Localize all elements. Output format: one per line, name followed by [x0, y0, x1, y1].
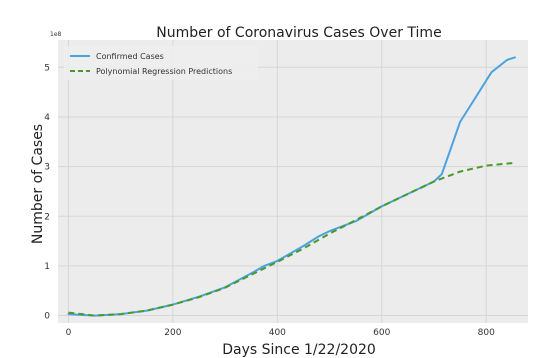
- y-tick-label: 2: [44, 212, 50, 222]
- y-tick-label: 1: [44, 262, 50, 272]
- y-axis-title: Number of Cases: [30, 124, 46, 244]
- axes: 0 200 400 600 800 0 1 2 3 4 5: [44, 63, 495, 338]
- x-axis-title: Days Since 1/22/2020: [222, 342, 376, 358]
- y-tick-label: 4: [44, 113, 50, 123]
- x-tick-label: 800: [478, 328, 495, 338]
- plot-background: [58, 40, 528, 323]
- x-tick-label: 0: [66, 328, 72, 338]
- series-line-regression-predictions: [68, 162, 513, 317]
- series-lines: [67, 56, 516, 317]
- y-tick-label: 5: [44, 63, 50, 73]
- legend-box: [64, 46, 258, 80]
- legend-entry-label: Polynomial Regression Predictions: [96, 67, 232, 76]
- x-tick-label: 200: [164, 328, 181, 338]
- legend: Confirmed Cases Polynomial Regression Pre…: [64, 46, 258, 80]
- y-multiplier-label: 1e8: [50, 31, 62, 38]
- y-tick-label: 3: [44, 163, 50, 173]
- y-tick-label: 0: [44, 312, 50, 322]
- x-tick-label: 400: [269, 328, 286, 338]
- x-tick-label: 600: [373, 328, 390, 338]
- legend-entry-label: Confirmed Cases: [96, 52, 164, 61]
- chart-title: Number of Coronavirus Cases Over Time: [156, 25, 441, 41]
- grid: [58, 40, 528, 323]
